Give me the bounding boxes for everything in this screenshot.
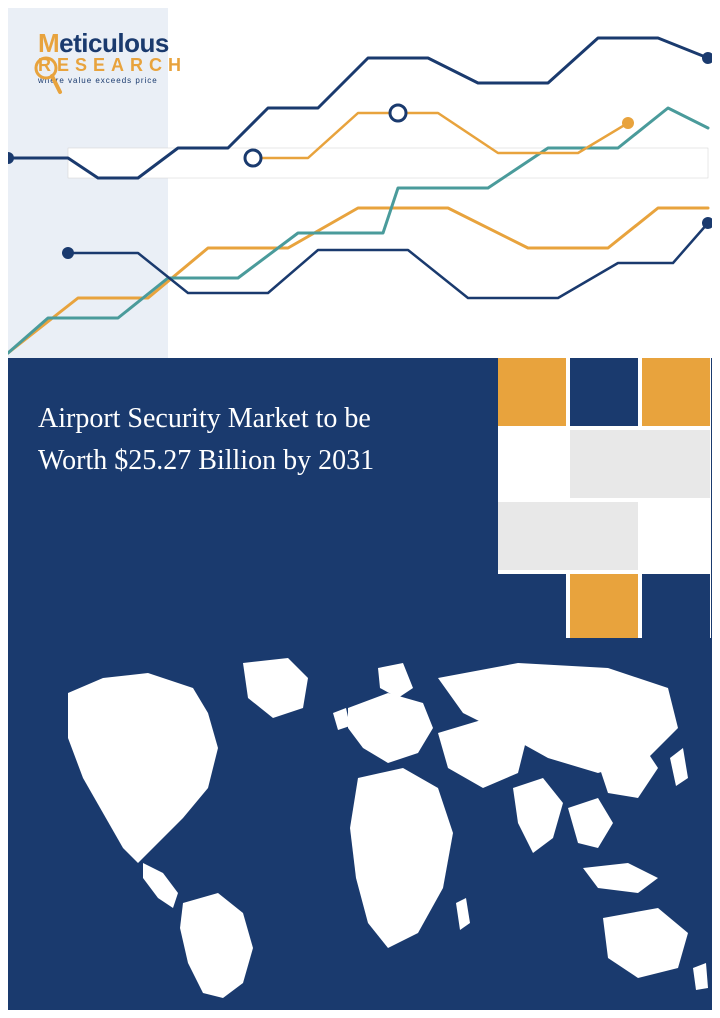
decorative-square: [642, 502, 710, 570]
decorative-square: [498, 502, 638, 570]
logo: Meticulous RESEARCH where value exceeds …: [38, 28, 187, 85]
decorative-square: [642, 574, 710, 638]
decorative-square: [570, 430, 710, 498]
decorative-square: [498, 358, 566, 426]
decorative-square: [570, 574, 638, 638]
decorative-square: [570, 358, 638, 426]
title-panel: Airport Security Market to be Worth $25.…: [8, 358, 498, 638]
decorative-squares: [498, 358, 712, 638]
report-title: Airport Security Market to be Worth $25.…: [38, 398, 468, 482]
world-map-panel: [8, 638, 712, 1010]
chart-section: Meticulous RESEARCH where value exceeds …: [8, 8, 712, 358]
world-map: [8, 638, 712, 1010]
decorative-square: [498, 430, 566, 498]
decorative-square: [498, 574, 566, 638]
magnifier-icon: [34, 56, 64, 96]
decorative-square: [642, 358, 710, 426]
